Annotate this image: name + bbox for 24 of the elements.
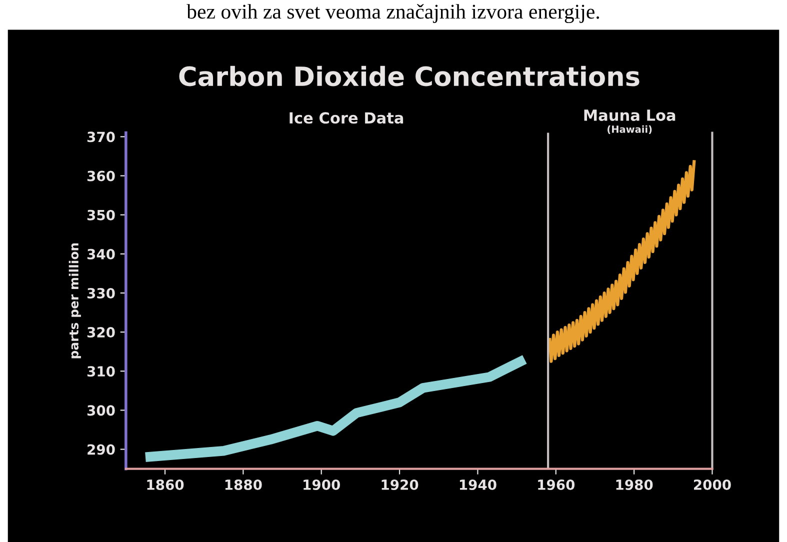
y-tick-label: 330 [87,288,115,298]
text: bez ovih za svet veoma značajnih izvora energije. [186,4,600,24]
x-tick-label: 1880 [225,479,262,490]
x-tick-label: 1920 [382,479,418,490]
annotation: (Hawaii) [608,125,652,134]
line-series [548,158,696,363]
y-tick-label: 310 [87,366,115,377]
x-tick-label: 2000 [694,479,731,490]
chart-title: Carbon Dioxide Concentrations [179,66,640,86]
y-tick-label: 340 [87,248,115,260]
y-tick-label: 360 [87,170,115,182]
y-tick-label: 320 [87,327,115,338]
x-tick-label: 1860 [147,479,184,490]
text: Mauna Loa [584,110,676,121]
x-tick-label: 1980 [616,479,653,490]
y-tick-label: 350 [87,210,115,220]
x-tick-label: 1940 [460,479,496,490]
y-tick-label: 290 [88,444,115,455]
y-tick-label: 370 [87,132,115,142]
text: Ice Core Data [290,112,404,124]
x-tick-label: 1960 [538,479,575,490]
y-axis-title: parts per million [68,243,81,358]
x-tick-label: 1900 [304,479,340,490]
y-tick-label: 300 [87,405,115,416]
